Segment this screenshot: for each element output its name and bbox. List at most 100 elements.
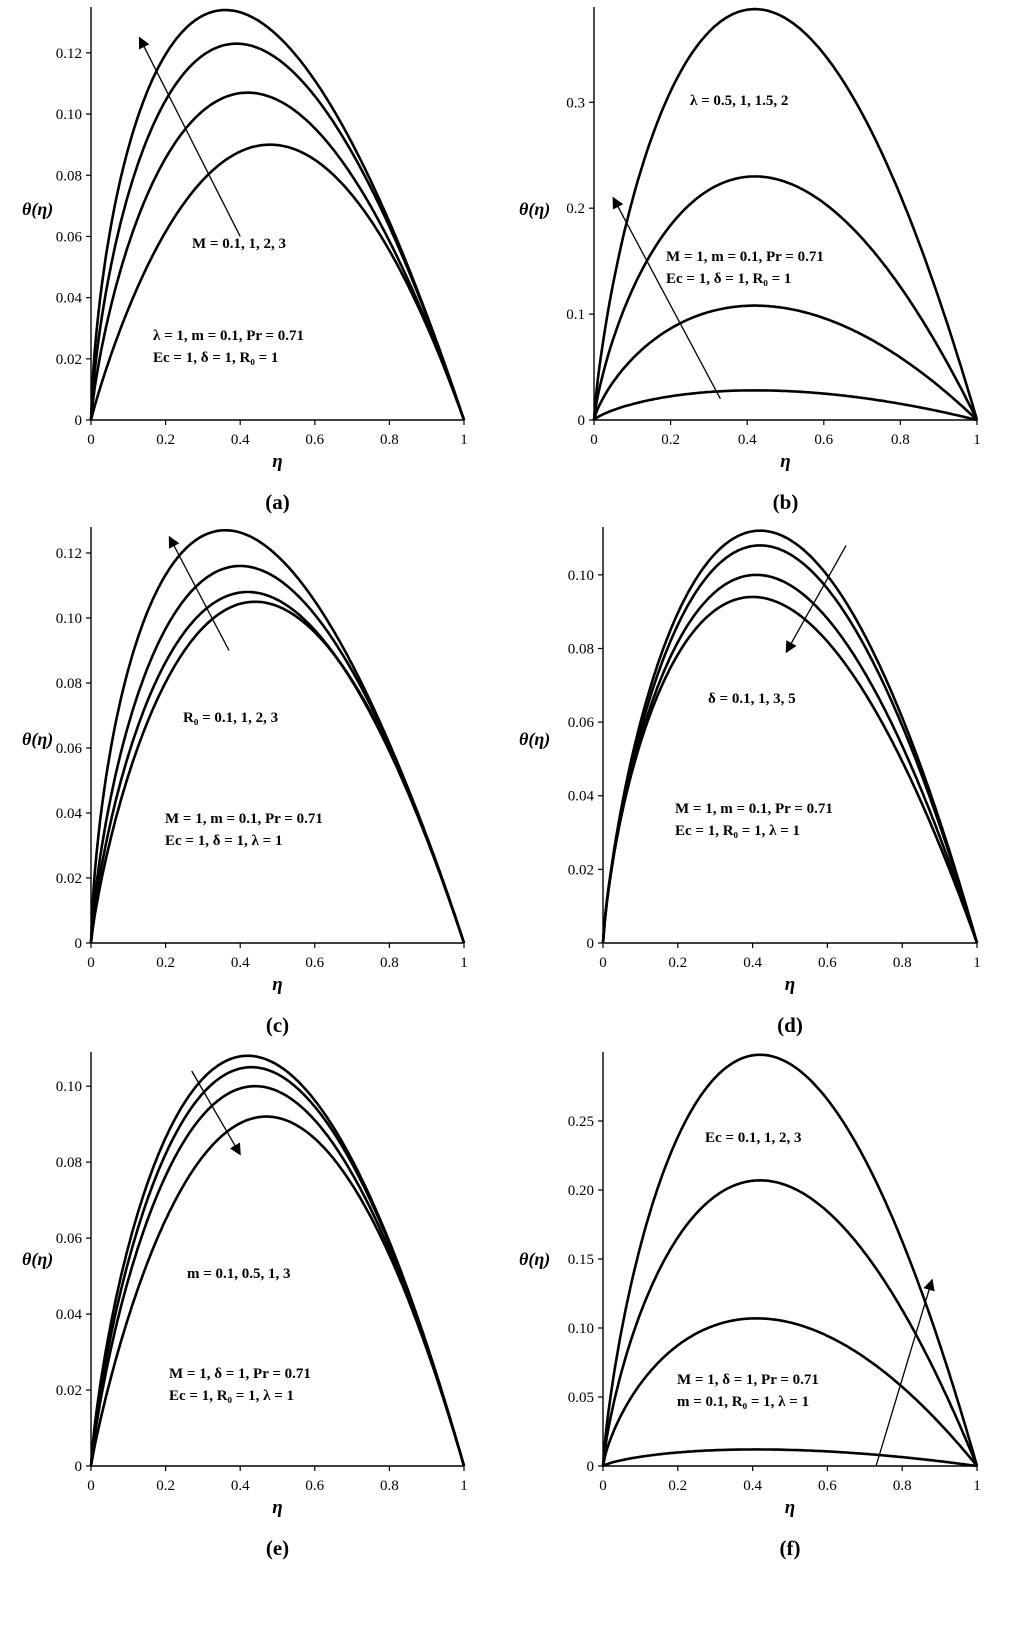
panel-a: 0 0.2 0.4 0.6 0.8 1 0 0.02 0.04 0.06 0.08 0.10 0.12 θ…: [22, 7, 468, 514]
x-tick-label: 1: [973, 1478, 981, 1494]
y-tick-label: 0.10: [568, 568, 594, 584]
y-axis-label: θ(η): [22, 729, 53, 750]
panel-label: (c): [266, 1013, 289, 1037]
x-tick-label: 0.6: [818, 1478, 837, 1494]
series-curve-4: [89, 8, 466, 421]
y-tick-label: 0.02: [56, 352, 82, 368]
x-axis-label: η: [785, 1497, 795, 1518]
fixed-parameters-annotation: M = 1, m = 0.1, Pr = 0.71: [165, 811, 323, 827]
panel-e: 0 0.2 0.4 0.6 0.8 1 0 0.02 0.04 0.06 0.08 0.10 θ(η) η…: [22, 1052, 468, 1560]
parameter-values-annotation: R₀ = 0.1, 1, 2, 3: [183, 710, 278, 726]
series-curve-4: [601, 595, 979, 944]
y-tick-label: 0.02: [56, 871, 82, 887]
series-curve-3: [89, 564, 466, 944]
fixed-parameters-annotation: Ec = 1, δ = 1, R₀ = 1: [153, 350, 278, 366]
y-tick-label: 0.04: [56, 1307, 83, 1323]
y-tick-label: 0: [587, 1459, 595, 1475]
x-axis-label: η: [272, 451, 282, 472]
x-tick-label: 0.8: [380, 955, 399, 971]
y-tick-label: 0.25: [568, 1114, 594, 1130]
y-tick-label: 0.06: [56, 1231, 83, 1247]
x-tick-label: 0.8: [893, 955, 912, 971]
x-tick-label: 0.8: [380, 432, 399, 448]
series-curve-1: [602, 1448, 978, 1468]
fixed-parameters-annotation: m = 0.1, R₀ = 1, λ = 1: [677, 1394, 809, 1410]
fixed-parameters-annotation: Ec = 1, R₀ = 1, λ = 1: [169, 1388, 294, 1404]
y-tick-label: 0.06: [56, 229, 83, 245]
y-tick-label: 0.3: [566, 95, 585, 111]
fixed-parameters-annotation: λ = 1, m = 0.1, Pr = 0.71: [153, 328, 304, 344]
series-curve-3: [601, 573, 979, 944]
y-tick-label: 0.08: [56, 168, 82, 184]
x-axis-label: η: [272, 1497, 282, 1518]
y-tick-label: 0.05: [568, 1390, 594, 1406]
y-axis-label: θ(η): [519, 1249, 550, 1270]
x-tick-label: 0: [87, 955, 95, 971]
series-curve-2: [601, 1316, 979, 1467]
y-tick-label: 0.04: [56, 291, 83, 307]
x-tick-label: 0.2: [668, 955, 687, 971]
series-curve-4: [89, 529, 466, 944]
y-tick-label: 0.02: [56, 1383, 82, 1399]
y-tick-label: 0: [75, 413, 83, 429]
series-curve-1: [593, 388, 978, 422]
x-tick-label: 1: [460, 432, 468, 448]
x-axis-label: η: [785, 974, 795, 995]
y-tick-label: 0.20: [568, 1183, 594, 1199]
panel-c: 0 0.2 0.4 0.6 0.8 1 0 0.02 0.04 0.06 0.08 0.10 0.12 θ…: [22, 527, 468, 1037]
x-tick-label: 0.8: [893, 1478, 912, 1494]
x-tick-label: 0.6: [814, 432, 833, 448]
x-tick-label: 0.4: [231, 955, 250, 971]
y-axis-label: θ(η): [519, 199, 550, 220]
x-tick-label: 0: [599, 955, 607, 971]
series-curve-3: [601, 1178, 979, 1467]
series-curve-2: [89, 1065, 466, 1467]
y-tick-label: 0.12: [56, 546, 82, 562]
x-tick-label: 1: [460, 955, 468, 971]
y-tick-label: 0.08: [56, 1155, 82, 1171]
series-curve-4: [89, 1115, 466, 1467]
x-tick-label: 0: [87, 432, 95, 448]
y-tick-label: 0: [75, 1459, 83, 1475]
y-tick-label: 0: [587, 936, 595, 952]
series-curve-2: [601, 544, 979, 944]
panel-f: 0 0.2 0.4 0.6 0.8 1 0 0.05 0.10 0.15 0.20 0.25 θ(η) η…: [519, 1052, 981, 1560]
x-tick-label: 0.2: [156, 432, 175, 448]
y-tick-label: 0: [75, 936, 83, 952]
trend-arrow: [138, 36, 241, 237]
x-tick-label: 0.6: [305, 1478, 324, 1494]
fixed-parameters-annotation: M = 1, m = 0.1, Pr = 0.71: [675, 801, 833, 817]
y-tick-label: 0.06: [56, 741, 83, 757]
x-tick-label: 0.4: [231, 432, 250, 448]
x-tick-label: 0.4: [738, 432, 757, 448]
y-tick-label: 0.15: [568, 1252, 594, 1268]
panel-label: (a): [265, 490, 290, 514]
x-tick-label: 1: [460, 1478, 468, 1494]
x-tick-label: 1: [973, 955, 981, 971]
series-curve-1: [601, 529, 979, 944]
y-tick-label: 0.08: [568, 641, 594, 657]
panel-label: (f): [780, 1536, 801, 1560]
parameter-values-annotation: δ = 0.1, 1, 3, 5: [708, 691, 796, 707]
panel-d: 0 0.2 0.4 0.6 0.8 1 0 0.02 0.04 0.06 0.08 0.10 θ(η) η…: [519, 527, 981, 1037]
series-curve-4: [592, 7, 979, 421]
parameter-values-annotation: m = 0.1, 0.5, 1, 3: [187, 1266, 291, 1282]
y-tick-label: 0.04: [56, 806, 83, 822]
x-tick-label: 0.2: [156, 955, 175, 971]
y-axis-label: θ(η): [519, 729, 550, 750]
fixed-parameters-annotation: Ec = 1, δ = 1, λ = 1: [165, 833, 282, 849]
fixed-parameters-annotation: M = 1, m = 0.1, Pr = 0.71: [666, 249, 824, 265]
series-curve-2: [592, 304, 978, 421]
x-tick-label: 0.2: [661, 432, 680, 448]
x-tick-label: 0.6: [305, 955, 324, 971]
x-tick-label: 0: [87, 1478, 95, 1494]
y-tick-label: 0.02: [568, 862, 594, 878]
y-tick-label: 0.08: [56, 676, 82, 692]
fixed-parameters-annotation: M = 1, δ = 1, Pr = 0.71: [677, 1372, 819, 1388]
x-tick-label: 0.8: [891, 432, 910, 448]
y-tick-label: 0.10: [568, 1321, 594, 1337]
y-tick-label: 0.06: [568, 715, 595, 731]
panel-b: 0 0.2 0.4 0.6 0.8 1 0 0.1 0.2 0.3 θ(η) η λ = 0.5, 1,…: [519, 7, 981, 514]
series-curve-2: [89, 91, 466, 421]
